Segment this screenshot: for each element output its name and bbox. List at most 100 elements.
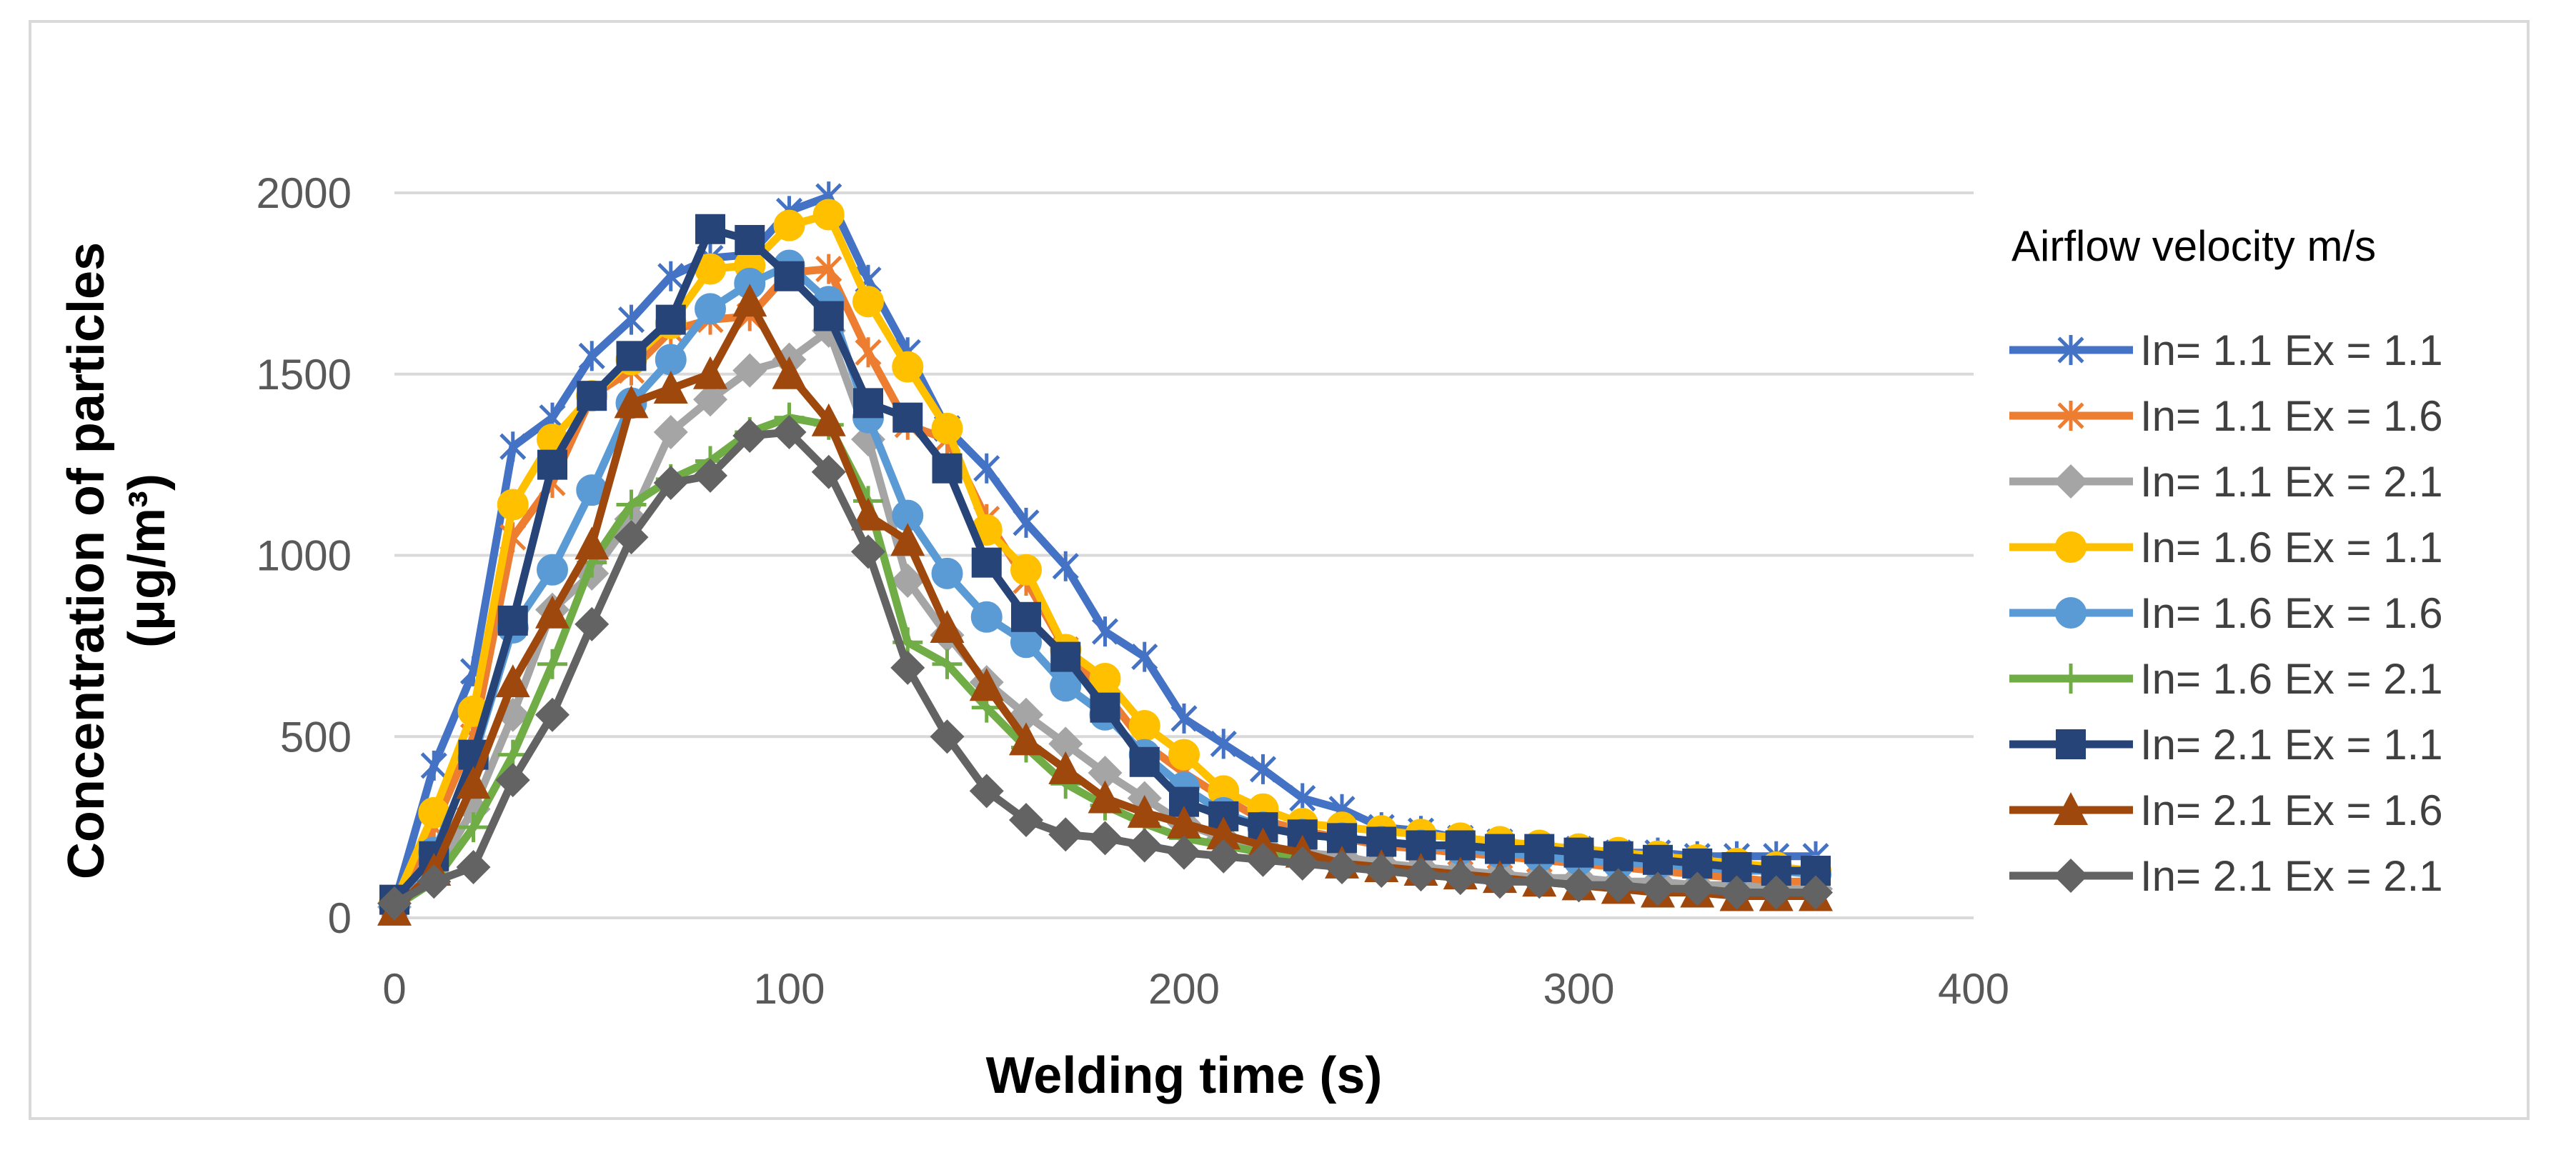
legend-label: In= 2.1 Ex = 1.1: [2140, 721, 2443, 769]
y-tick-label: 1000: [257, 532, 352, 580]
data-point: [853, 388, 883, 419]
legend-item: In= 2.1 Ex = 1.6: [2009, 786, 2443, 834]
x-tick-label: 200: [1148, 965, 1220, 1013]
data-point: [890, 523, 925, 556]
x-tick-label: 100: [753, 965, 825, 1013]
data-point: [931, 412, 963, 444]
legend-title: Airflow velocity m/s: [2011, 222, 2376, 270]
legend-swatch-marker: [2054, 792, 2088, 825]
data-point: [1680, 871, 1715, 906]
data-point: [1524, 834, 1555, 864]
legend-swatch-marker: [2054, 464, 2088, 499]
data-point: [1643, 844, 1673, 875]
data-point: [1090, 692, 1120, 723]
data-point: [1206, 816, 1241, 850]
data-point: [971, 547, 1002, 578]
x-tick-label: 300: [1543, 965, 1614, 1013]
data-point: [1011, 601, 1041, 632]
data-point: [1799, 875, 1833, 910]
legend-label: In= 2.1 Ex = 2.1: [2140, 852, 2443, 900]
data-point: [1048, 817, 1083, 852]
legend-item: In= 1.1 Ex = 1.6: [2009, 392, 2443, 440]
data-point: [1127, 828, 1162, 863]
data-point: [1088, 756, 1123, 790]
data-point: [1249, 754, 1277, 784]
data-point: [1091, 616, 1119, 647]
data-point: [458, 812, 489, 843]
legend-label: In= 1.1 Ex = 2.1: [2140, 458, 2443, 506]
data-point: [1601, 868, 1636, 903]
data-point: [1445, 830, 1476, 861]
data-point: [772, 414, 807, 449]
legend-item: In= 1.6 Ex = 1.6: [2009, 589, 2443, 637]
data-point: [811, 454, 846, 489]
data-point: [811, 403, 846, 436]
data-point: [417, 864, 452, 899]
data-point: [577, 381, 607, 411]
data-point: [1050, 641, 1081, 672]
data-point: [1168, 739, 1200, 771]
data-point: [616, 341, 647, 371]
data-point: [732, 419, 767, 454]
data-point: [892, 402, 923, 433]
x-tick-label: 400: [1938, 965, 2009, 1013]
data-point: [930, 610, 965, 643]
data-point: [890, 564, 925, 599]
x-axis-title: Welding time (s): [986, 1047, 1383, 1104]
data-point: [969, 668, 1004, 701]
data-point: [575, 526, 610, 560]
data-point: [495, 763, 530, 798]
data-point: [495, 664, 530, 698]
data-point: [892, 351, 924, 383]
data-point: [653, 414, 688, 449]
data-point: [973, 453, 1000, 484]
data-point: [1641, 871, 1675, 906]
legend-swatch-marker: [2055, 531, 2087, 563]
y-axis-title: Concentration of particles (μg/m³): [58, 242, 176, 879]
data-point: [774, 261, 805, 291]
data-point: [693, 382, 727, 417]
data-point: [1485, 834, 1515, 864]
legend-item: In= 1.6 Ex = 2.1: [2009, 655, 2443, 703]
data-point: [614, 520, 649, 555]
data-point: [1088, 821, 1123, 856]
data-point: [931, 557, 963, 589]
data-point: [773, 209, 805, 241]
data-point: [578, 341, 605, 371]
data-point: [1128, 710, 1160, 742]
data-point: [813, 301, 844, 331]
data-point: [655, 304, 686, 335]
data-point: [969, 774, 1004, 809]
data-point: [855, 337, 882, 368]
data-point: [456, 766, 491, 799]
legend-label: In= 1.6 Ex = 1.1: [2140, 524, 2443, 571]
data-point: [497, 605, 528, 636]
data-point: [851, 534, 885, 569]
y-tick-label: 2000: [257, 169, 352, 217]
data-point: [537, 449, 567, 480]
legend-swatch-marker: [2054, 859, 2088, 893]
legend-item: In= 2.1 Ex = 2.1: [2009, 852, 2443, 900]
data-point: [693, 458, 727, 493]
legend-swatch-marker: [2057, 335, 2084, 365]
data-point: [1563, 837, 1594, 868]
data-point: [653, 371, 688, 404]
data-point: [535, 697, 570, 732]
data-point: [695, 214, 725, 244]
data-point: [456, 849, 491, 884]
data-point: [732, 353, 767, 388]
y-tick-label: 1500: [257, 351, 352, 399]
data-point: [815, 254, 842, 284]
data-point: [1052, 551, 1079, 581]
data-point: [617, 304, 645, 335]
y-tick-label: 0: [328, 894, 352, 942]
data-point: [575, 606, 610, 641]
data-point: [537, 554, 568, 586]
data-point: [1719, 875, 1754, 910]
data-point: [1131, 641, 1158, 672]
data-point: [616, 489, 647, 520]
data-point: [970, 601, 1003, 633]
data-point: [1009, 802, 1043, 837]
data-point: [693, 356, 727, 389]
